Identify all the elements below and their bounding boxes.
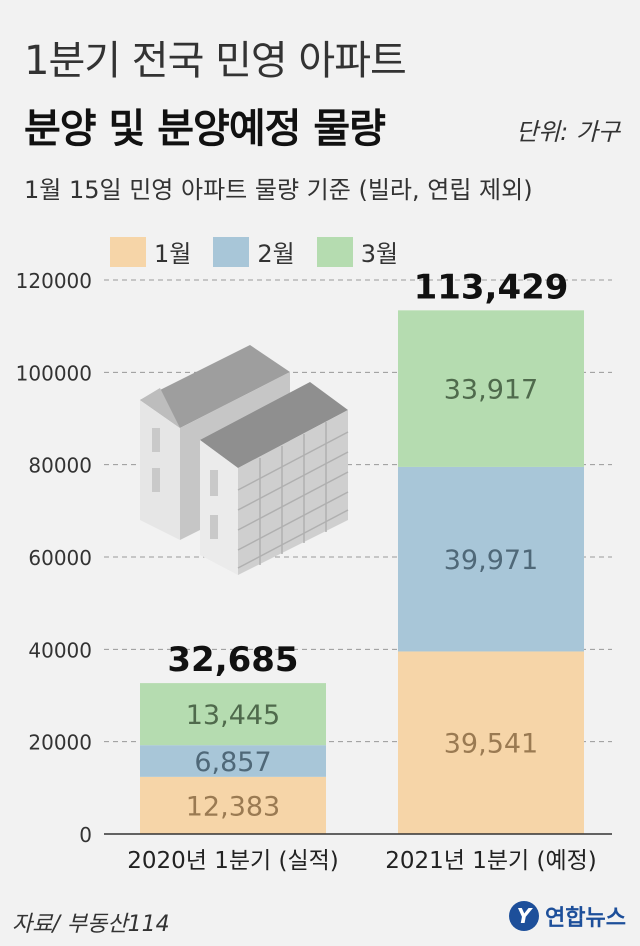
apartment-building-icon [140,345,349,575]
data-label: 39,971 [444,545,538,576]
data-label: 13,445 [186,700,280,731]
data-label: 39,541 [444,729,538,760]
bar-segment-feb [398,466,584,652]
y-tick-label: 0 [79,823,92,847]
legend-item-feb: 2월 [213,234,295,269]
bar-segment-feb [140,745,326,777]
bar-segment-mar [140,683,326,746]
legend-swatch-mar [316,236,353,267]
data-label: 12,383 [186,791,280,822]
chart-title-line1: 1분기 전국 민영 아파트 [24,38,407,84]
total-label: 32,685 [167,640,298,680]
legend-label-jan: 1월 [154,240,192,268]
yonhap-logo: Y 연합뉴스 [509,900,626,932]
legend-item-mar: 3월 [316,234,399,269]
bars [140,310,584,834]
y-tick-label: 20000 [28,731,92,755]
bar-segment-jan [398,651,584,834]
data-label: 6,857 [194,747,271,778]
bar-segment-mar [398,310,584,467]
total-label: 113,429 [414,267,569,307]
legend-swatch-jan [110,236,146,267]
y-tick-label: 80000 [28,454,92,478]
logo-text: 연합뉴스 [545,906,626,931]
legend: 1월 2월 3월 [110,234,398,269]
stacked-bar-chart: 0 20000 40000 60000 80000 100000 120000 12,383… [16,267,612,874]
legend-label-feb: 2월 [257,240,295,268]
unit-label: 단위: 가구 [515,118,620,146]
legend-label-mar: 3월 [360,240,399,268]
y-tick-label: 40000 [28,638,92,662]
x-category-label: 2020년 1분기 (실적) [127,848,339,874]
logo-mark-icon: Y [509,901,540,931]
y-tick-label: 60000 [28,546,92,570]
bar-segment-jan [140,776,326,834]
data-labels: 12,383 6,857 13,445 32,685 2020년 1분기 (실적) 39,… [127,267,597,874]
source-credit: 자료/ 부동산114 [12,912,170,937]
legend-swatch-feb [213,236,250,267]
chart-subtitle: 1월 15일 민영 아파트 물량 기준 (빌라, 연립 제외) [24,176,533,204]
x-category-label: 2021년 1분기 (예정) [385,848,597,874]
y-axis-ticks: 0 20000 40000 60000 80000 100000 120000 [16,269,92,847]
y-tick-label: 100000 [16,361,92,385]
legend-item-jan: 1월 [110,234,191,269]
chart-title-line2: 분양 및 분양예정 물량 [24,106,386,152]
y-tick-label: 120000 [16,269,92,293]
data-label: 33,917 [444,375,538,406]
